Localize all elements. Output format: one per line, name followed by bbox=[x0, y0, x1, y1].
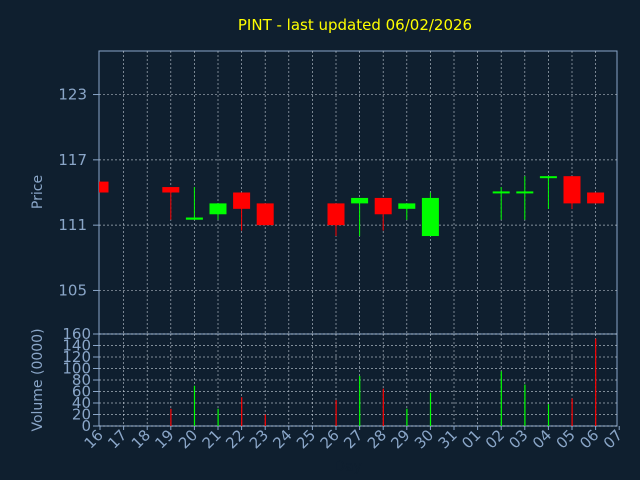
volume-bar bbox=[500, 371, 502, 426]
candle-body bbox=[233, 192, 251, 209]
x-tick-label: 29 bbox=[387, 426, 413, 452]
x-tick-label: 18 bbox=[128, 426, 154, 452]
volume-bar bbox=[429, 392, 432, 426]
candle-body bbox=[209, 203, 227, 215]
x-tick-label: 26 bbox=[317, 426, 343, 452]
volume-bar bbox=[524, 384, 526, 426]
x-tick-label: 01 bbox=[458, 426, 484, 452]
volume-tick-label: 160 bbox=[62, 325, 91, 343]
volume-tick-label: 0 bbox=[81, 417, 91, 435]
candle-body bbox=[256, 203, 274, 226]
price-axis-label: Price bbox=[30, 175, 46, 209]
volume-bar bbox=[595, 338, 597, 426]
volume-bar bbox=[217, 408, 219, 426]
x-tick-label: 07 bbox=[600, 426, 626, 452]
volume-bar bbox=[335, 400, 337, 426]
x-axis-ticks: 1617181920212223242526272829303101020304… bbox=[81, 426, 626, 452]
price-tick-label: 117 bbox=[58, 151, 87, 169]
x-tick-label: 31 bbox=[435, 426, 461, 452]
volume-gridlines bbox=[99, 333, 617, 427]
volume-tick-label: 40 bbox=[72, 394, 91, 412]
volume-tick-label: 120 bbox=[62, 348, 91, 366]
x-axis-label: Day bbox=[334, 459, 362, 475]
price-tick-label: 111 bbox=[58, 216, 87, 234]
x-tick-label: 05 bbox=[553, 426, 579, 452]
x-tick-label: 24 bbox=[269, 426, 295, 452]
candle-body bbox=[327, 203, 345, 226]
volume-bar bbox=[406, 408, 408, 426]
candle-body bbox=[374, 197, 392, 215]
x-tick-label: 20 bbox=[175, 426, 201, 452]
volume-bar bbox=[193, 385, 196, 426]
x-tick-label: 02 bbox=[482, 426, 508, 452]
x-tick-label: 27 bbox=[340, 426, 366, 452]
volume-tick-label: 60 bbox=[72, 383, 91, 401]
x-tick-label: 17 bbox=[104, 426, 130, 452]
volume-tick-label: 100 bbox=[62, 360, 91, 378]
x-tick-label: 04 bbox=[529, 426, 555, 452]
volume-tick-label: 20 bbox=[72, 406, 91, 424]
volume-bar bbox=[382, 388, 384, 426]
volume-bar bbox=[264, 414, 266, 426]
candle-body bbox=[99, 181, 109, 193]
volume-bar bbox=[170, 408, 172, 426]
candle-body bbox=[539, 176, 557, 179]
candle-body bbox=[492, 191, 510, 194]
x-tick-label: 30 bbox=[411, 426, 437, 452]
volume-bar bbox=[547, 404, 550, 426]
x-tick-label: 21 bbox=[199, 426, 225, 452]
candle-body bbox=[185, 217, 203, 220]
x-tick-label: 23 bbox=[246, 426, 272, 452]
candle-body bbox=[421, 197, 439, 237]
x-tick-label: 28 bbox=[364, 426, 390, 452]
volume-bar bbox=[241, 397, 243, 426]
chart-title: PINT - last updated 06/02/2026 bbox=[238, 16, 472, 34]
x-tick-label: 25 bbox=[293, 426, 319, 452]
price-panel: 105 111 117 123 Price bbox=[30, 50, 618, 335]
volume-bar bbox=[359, 375, 361, 426]
candle-body bbox=[162, 187, 180, 193]
price-tick-label: 105 bbox=[58, 281, 87, 299]
price-y-ticks: 105 111 117 123 bbox=[58, 86, 99, 299]
volume-bars bbox=[170, 338, 597, 426]
volume-tick-label: 140 bbox=[62, 337, 91, 355]
volume-axis-label: Volume (0000) bbox=[30, 328, 46, 431]
price-tick-label: 123 bbox=[58, 86, 87, 104]
candlesticks bbox=[99, 176, 605, 237]
candle-body bbox=[563, 176, 581, 204]
x-tick-label: 03 bbox=[505, 426, 531, 452]
volume-tick-label: 80 bbox=[72, 371, 91, 389]
x-tick-label: 06 bbox=[576, 426, 602, 452]
candle-body bbox=[398, 203, 416, 209]
volume-bar bbox=[571, 398, 573, 426]
x-tick-label: 19 bbox=[151, 426, 177, 452]
x-tick-label: 22 bbox=[222, 426, 248, 452]
candle-body bbox=[351, 197, 369, 204]
candle-body bbox=[516, 191, 534, 194]
candle-body bbox=[587, 192, 605, 204]
